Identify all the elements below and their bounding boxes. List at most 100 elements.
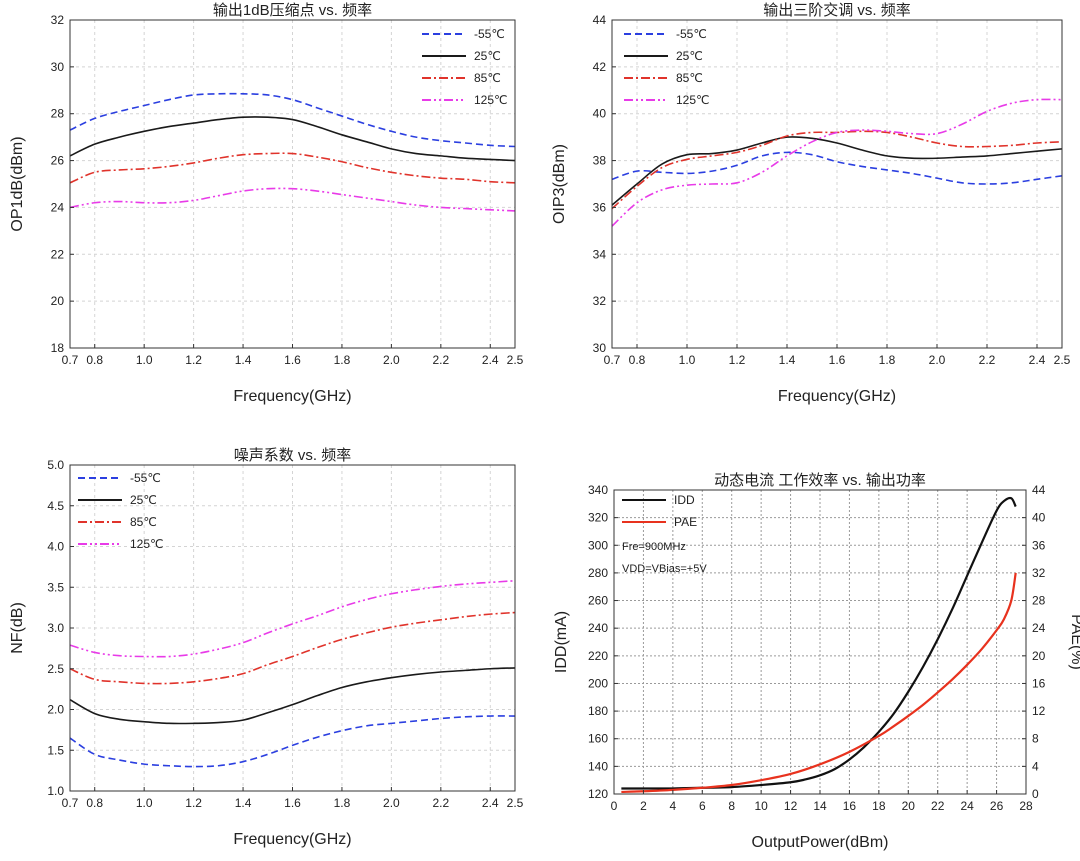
y-tick-label: 5.0 (47, 458, 64, 472)
y-tick-label: 4.5 (47, 499, 64, 513)
series-line-1 (69, 92, 516, 148)
y2-tick-label: 16 (1032, 676, 1046, 690)
x-tick-label: 6 (699, 799, 706, 813)
x-axis-label: Frequency(GHz) (233, 831, 351, 848)
x-tick-label: 12 (784, 799, 798, 813)
legend-label-1: -55℃ (130, 471, 161, 485)
y-tick-label: 280 (588, 566, 608, 580)
y2-tick-label: 12 (1032, 704, 1046, 718)
x-axis-label: Frequency(GHz) (778, 388, 896, 405)
y2-tick-label: 44 (1032, 483, 1046, 497)
y2-tick-label: 20 (1032, 649, 1046, 663)
y-tick-label: 180 (588, 704, 608, 718)
y2-tick-label: 0 (1032, 787, 1039, 801)
y-tick-label: 2.5 (47, 662, 64, 676)
x-tick-label: 1.0 (136, 796, 153, 810)
x-tick-label: 1.0 (136, 353, 153, 367)
chart-2: 0.7 0.8 1.0 1.2 1.4 1.6 1.8 2.0 2.2 2.4 2.5 30 32 34 3… (551, 1, 1071, 405)
legend-label-4: 125℃ (130, 537, 164, 551)
series-line-4 (69, 187, 516, 212)
chart-title: 输出1dB压缩点 vs. 频率 (213, 2, 372, 19)
x-tick-label: 1.6 (284, 353, 301, 367)
x-tick-label: 1.4 (235, 796, 252, 810)
legend-label-1: -55℃ (474, 27, 505, 41)
x-tick-label: 2.5 (507, 353, 524, 367)
y-tick-label: 42 (593, 60, 607, 74)
x-tick-label: 0.7 (62, 796, 79, 810)
x-tick-label: 2.0 (383, 796, 400, 810)
y2-axis-label: PAE(%) (1068, 614, 1080, 670)
legend-label-2: 25℃ (474, 49, 501, 63)
x-tick-label: 2.5 (1054, 353, 1071, 367)
y-tick-label: 1.0 (47, 784, 64, 798)
y-tick-label: 44 (593, 13, 607, 27)
legend: -55℃ 25℃ 85℃ 125℃ (78, 471, 164, 551)
y-tick-label: 26 (51, 154, 65, 168)
y-axis-label: OIP3(dBm) (551, 144, 568, 224)
x-tick-label: 1.8 (334, 353, 351, 367)
chart-4: 0 2 4 6 8 10 12 14 16 18 20 22 24 26 28120140160180200… (553, 472, 1080, 851)
x-tick-label: 0.8 (86, 353, 103, 367)
y2-tick-label: 8 (1032, 732, 1039, 746)
y-tick-label: 220 (588, 649, 608, 663)
y-tick-label: 32 (593, 294, 607, 308)
series-line-2 (69, 116, 516, 162)
chart-3: 0.7 0.8 1.0 1.2 1.4 1.6 1.8 2.0 2.2 2.4 2.5 1.0 1.5 2… (9, 446, 524, 848)
y-tick-label: 200 (588, 676, 608, 690)
x-tick-label: 0 (611, 799, 618, 813)
legend-label-4: 125℃ (474, 93, 508, 107)
x-tick-label: 2.2 (432, 796, 449, 810)
y-tick-label: 300 (588, 538, 608, 552)
x-tick-label: 2.4 (1029, 353, 1046, 367)
x-tick-label: 2.0 (383, 353, 400, 367)
legend-label-1: IDD (674, 493, 695, 507)
y-tick-label: 260 (588, 594, 608, 608)
x-tick-label: 28 (1019, 799, 1033, 813)
legend: -55℃ 25℃ 85℃ 125℃ (422, 27, 508, 107)
y2-tick-label: 40 (1032, 511, 1046, 525)
y2-tick-label: 24 (1032, 621, 1046, 635)
x-tick-label: 2.4 (482, 353, 499, 367)
legend-label-2: 25℃ (676, 49, 703, 63)
y-tick-label: 24 (51, 200, 65, 214)
x-tick-label: 1.6 (829, 353, 846, 367)
y-tick-label: 40 (593, 107, 607, 121)
x-tick-label: 1.2 (185, 353, 202, 367)
x-tick-label: 18 (872, 799, 886, 813)
y-axis-label: NF(dB) (9, 602, 26, 654)
y-tick-label: 2.0 (47, 703, 64, 717)
y-tick-label: 3.0 (47, 621, 64, 635)
legend-label-3: 85℃ (474, 71, 501, 85)
x-tick-label: 2 (640, 799, 647, 813)
x-tick-label: 22 (931, 799, 945, 813)
legend: IDD PAE (622, 493, 697, 529)
series-line-2 (621, 572, 1017, 794)
y2-tick-label: 32 (1032, 566, 1046, 580)
x-tick-label: 2.2 (979, 353, 996, 367)
y-tick-label: 340 (588, 483, 608, 497)
series-line-3 (69, 152, 516, 184)
legend-label-3: 85℃ (130, 515, 157, 529)
legend-label-3: 85℃ (676, 71, 703, 85)
y-tick-label: 120 (588, 787, 608, 801)
y-tick-label: 30 (593, 341, 607, 355)
y2-tick-label: 36 (1032, 538, 1046, 552)
series-line-2 (69, 667, 516, 725)
series-line-4 (611, 98, 1063, 227)
x-tick-label: 1.4 (779, 353, 796, 367)
y-tick-label: 20 (51, 294, 65, 308)
x-tick-label: 1.8 (879, 353, 896, 367)
x-tick-label: 10 (754, 799, 768, 813)
x-tick-label: 1.0 (679, 353, 696, 367)
y-tick-label: 22 (51, 247, 65, 261)
chart-title: 动态电流 工作效率 vs. 输出功率 (714, 472, 926, 489)
legend-label-1: -55℃ (676, 27, 707, 41)
annotation-1: Fre=900MHz (622, 541, 686, 553)
series-line-1 (69, 715, 516, 768)
y-tick-label: 36 (593, 200, 607, 214)
x-tick-label: 1.2 (185, 796, 202, 810)
x-tick-label: 2.4 (482, 796, 499, 810)
x-tick-label: 0.7 (62, 353, 79, 367)
